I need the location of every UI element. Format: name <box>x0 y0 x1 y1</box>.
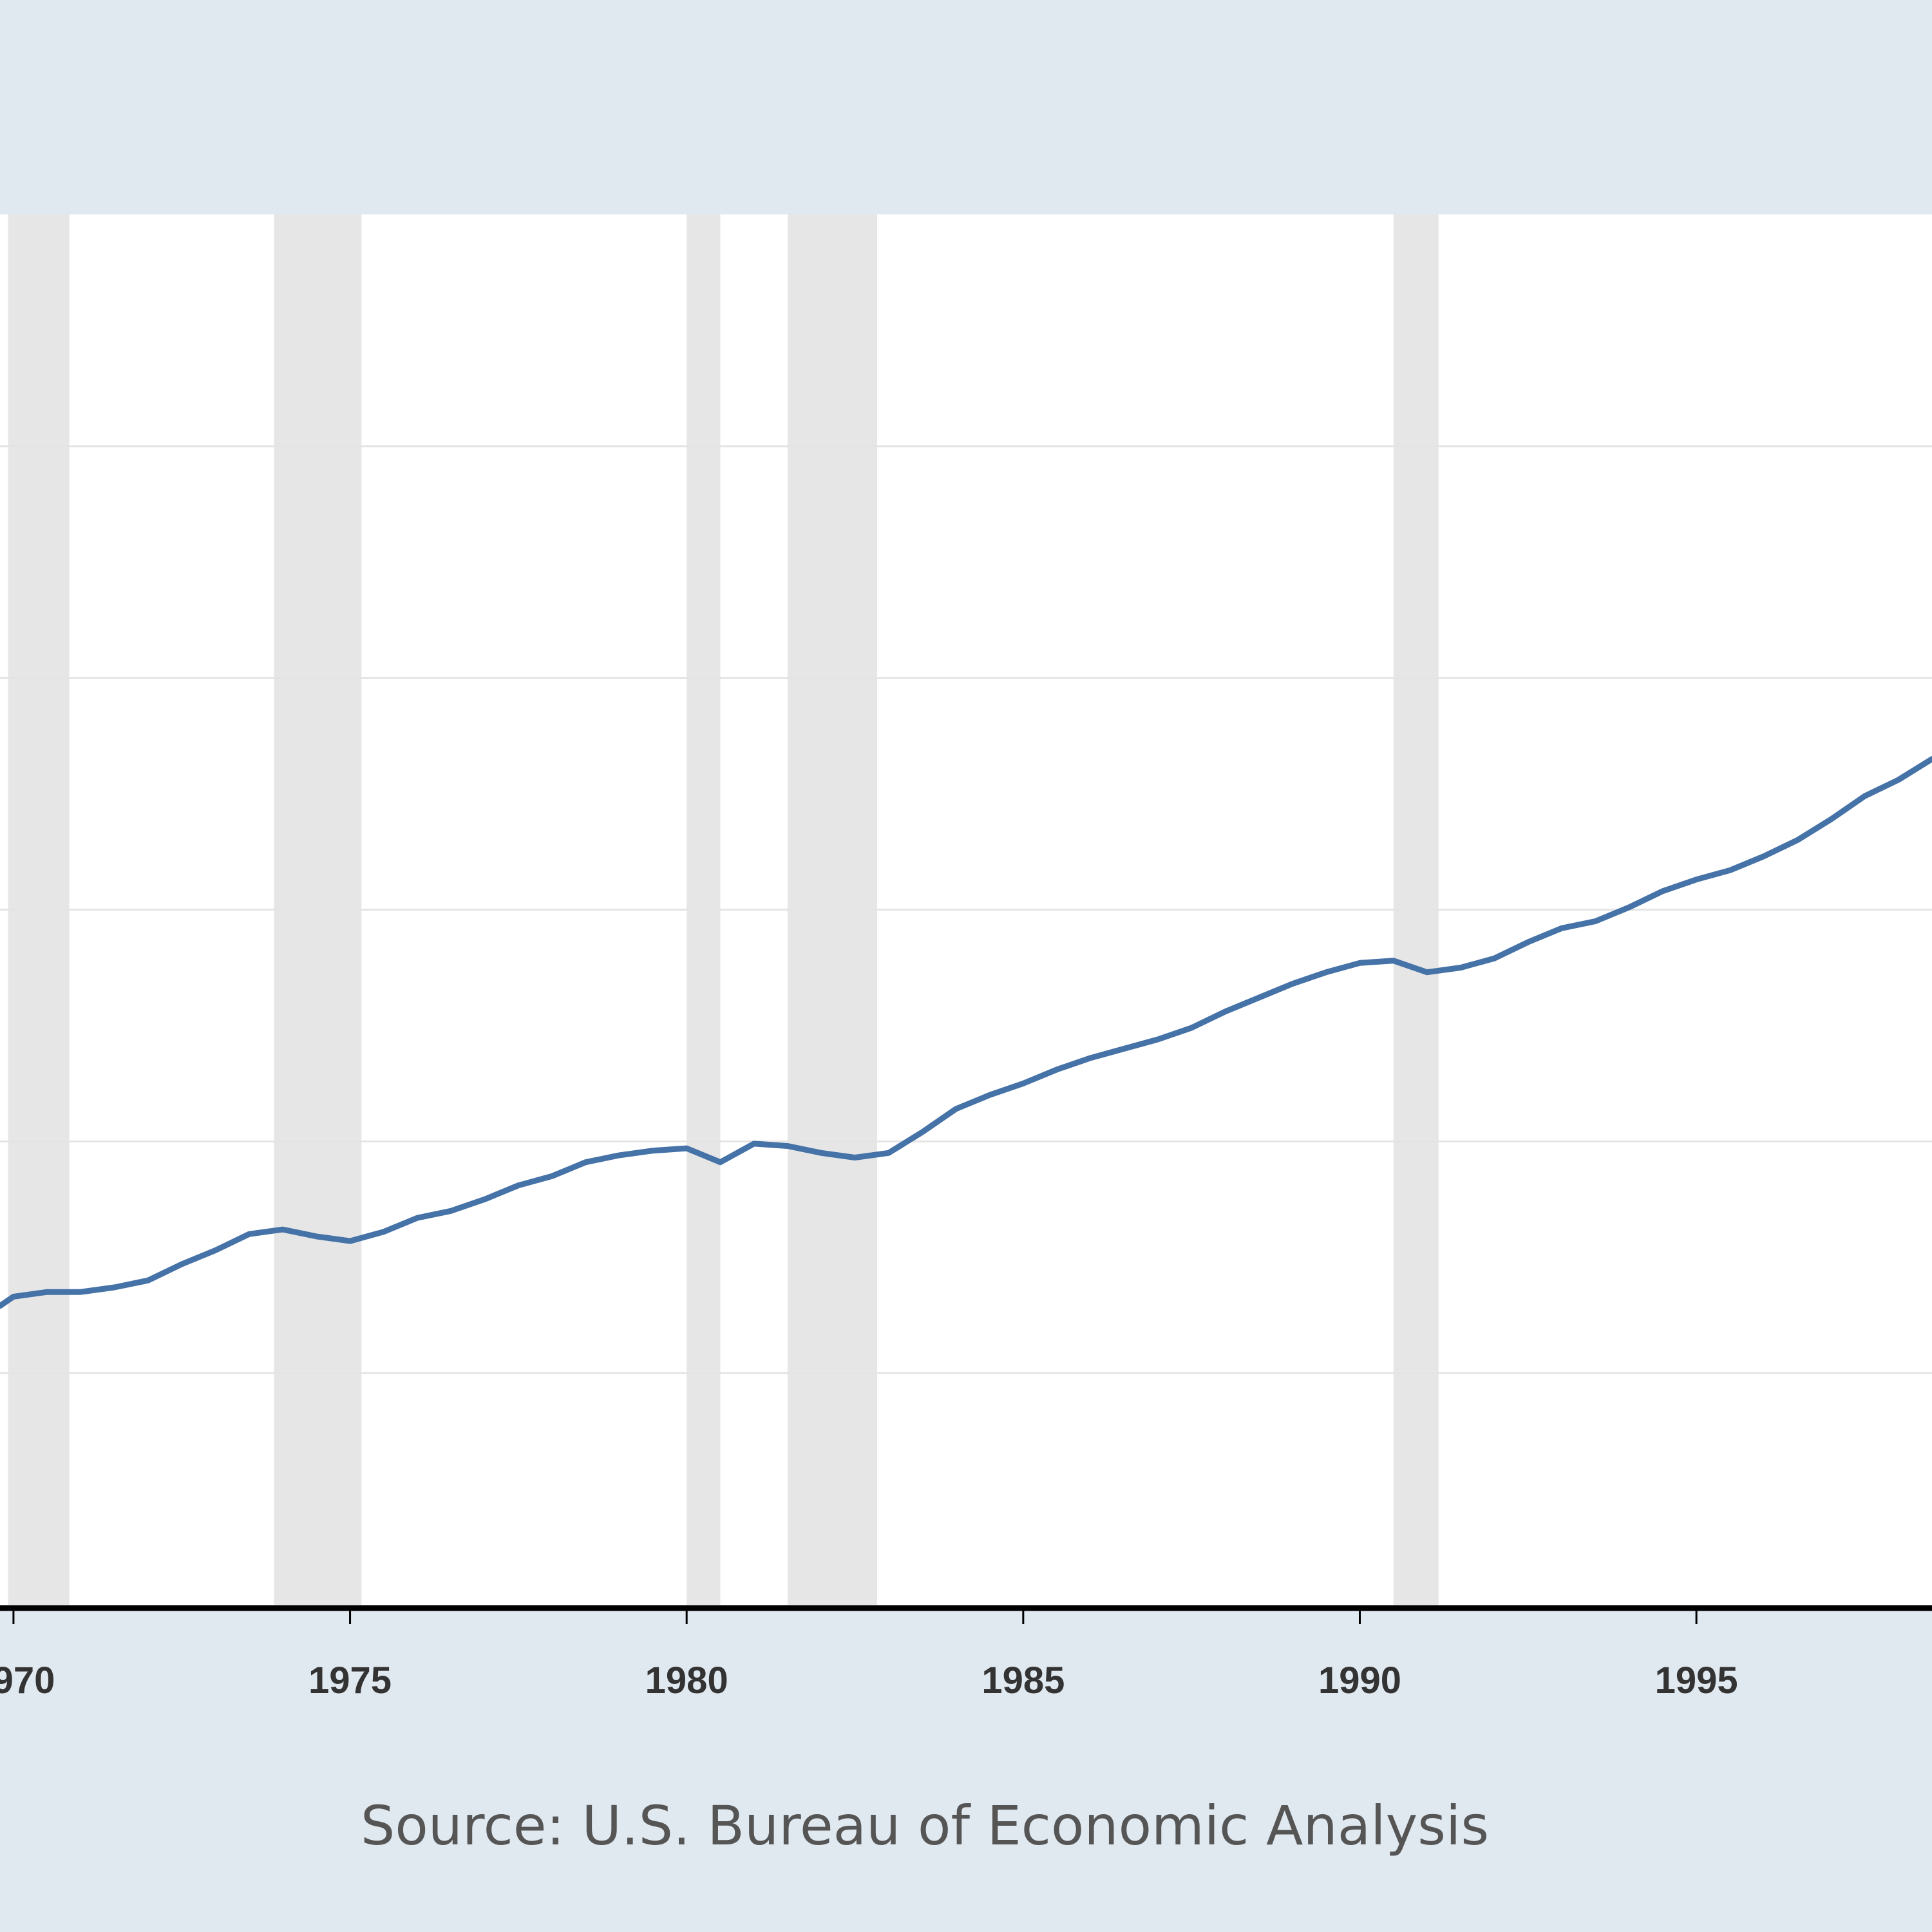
series-layer <box>0 756 1932 1309</box>
x-tick-label: 1980 <box>645 1660 728 1701</box>
x-tick-label: 1970 <box>0 1660 55 1701</box>
x-axis-ticks: 1970 1975 1980 1985 1990 1995 <box>0 1611 1738 1701</box>
x-tick-label: 1975 <box>308 1660 392 1701</box>
series-line <box>0 756 1932 1309</box>
x-tick-label: 1990 <box>1318 1660 1401 1701</box>
x-tick-label: 1985 <box>981 1660 1065 1701</box>
source-note: Source: U.S. Bureau of Economic Analysis <box>361 1794 1489 1857</box>
gridlines <box>0 445 1932 1374</box>
x-tick-label: 1995 <box>1655 1660 1738 1701</box>
